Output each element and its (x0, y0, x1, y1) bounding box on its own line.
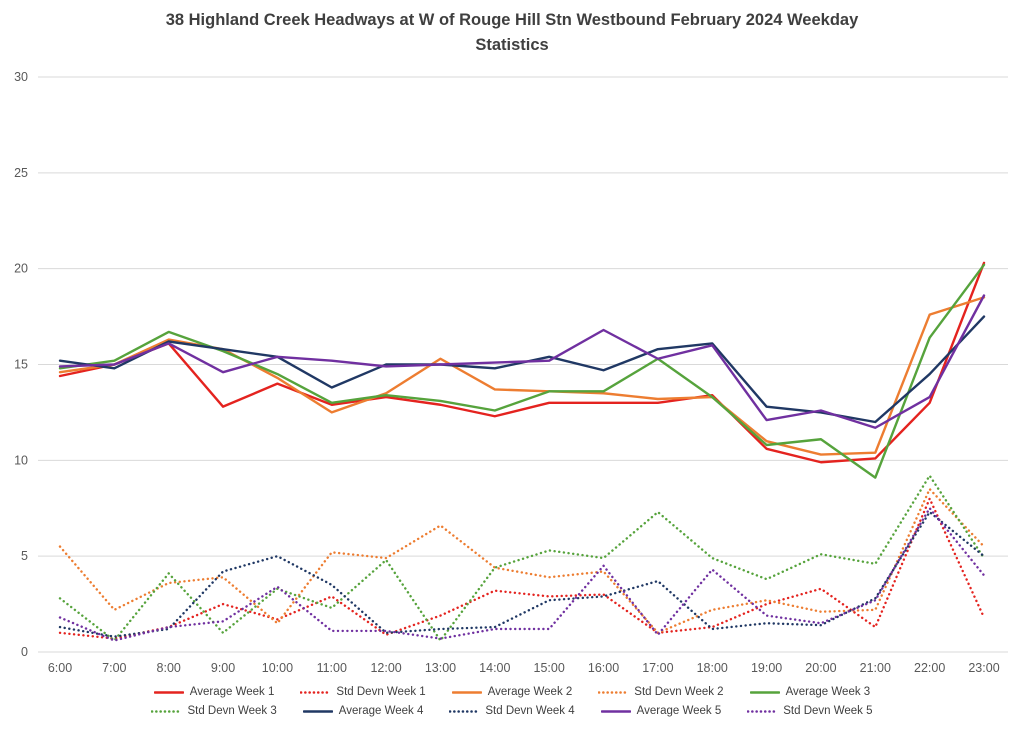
legend-line-swatch (749, 690, 780, 694)
x-axis-label: 19:00 (751, 661, 782, 675)
legend-line-swatch (451, 690, 482, 694)
legend-item: Average Week 5 (600, 705, 722, 717)
chart-title-line2: Statistics (475, 36, 549, 54)
series-line (58, 315, 986, 424)
x-axis-label: 8:00 (157, 661, 181, 675)
series-line (58, 487, 986, 635)
legend-line-swatch (600, 709, 631, 713)
legend-line-swatch (153, 690, 184, 694)
x-axis-label: 6:00 (48, 661, 72, 675)
series-line (58, 497, 986, 640)
x-axis-label: 13:00 (425, 661, 456, 675)
legend-item: Std Devn Week 5 (747, 705, 873, 717)
x-axis-label: 18:00 (697, 661, 728, 675)
legend-line-swatch (302, 709, 333, 713)
legend-line-swatch (598, 690, 629, 694)
y-axis-label: 30 (14, 70, 28, 84)
legend-line-swatch (151, 709, 182, 713)
legend-item: Average Week 3 (749, 686, 871, 698)
series-line (58, 296, 986, 456)
x-axis-label: 23:00 (968, 661, 999, 675)
legend-line-swatch (747, 709, 778, 713)
legend-label: Average Week 4 (338, 705, 424, 717)
legend-label: Average Week 3 (785, 686, 871, 698)
x-axis-label: 22:00 (914, 661, 945, 675)
legend-row-1: Average Week 1 Std Devn Week 1 Average Wee… (153, 686, 871, 698)
x-axis-label: 10:00 (262, 661, 293, 675)
x-axis-label: 16:00 (588, 661, 619, 675)
legend: Average Week 1 Std Devn Week 1 Average Wee… (0, 686, 1024, 717)
legend-label: Std Devn Week 2 (634, 686, 724, 698)
y-axis-label: 20 (14, 262, 28, 276)
x-axis-label: 20:00 (805, 661, 836, 675)
x-axis-label: 15:00 (534, 661, 565, 675)
legend-item: Std Devn Week 2 (598, 686, 724, 698)
x-axis-label: 14:00 (479, 661, 510, 675)
x-axis-label: 11:00 (317, 661, 347, 675)
series-line (58, 474, 986, 642)
legend-item: Std Devn Week 3 (151, 705, 277, 717)
legend-label: Average Week 2 (487, 686, 573, 698)
series-line (58, 261, 986, 464)
legend-line-swatch (449, 709, 480, 713)
x-axis-label: 12:00 (370, 661, 401, 675)
series-line (58, 507, 986, 642)
y-axis-label: 15 (14, 358, 28, 372)
legend-label: Average Week 1 (189, 686, 275, 698)
x-axis-label: 17:00 (642, 661, 673, 675)
x-axis-label: 21:00 (860, 661, 891, 675)
legend-item: Std Devn Week 1 (300, 686, 426, 698)
legend-label: Std Devn Week 1 (336, 686, 426, 698)
chart-title: 38 Highland Creek Headways at W of Rouge… (0, 8, 1024, 58)
series-line (58, 263, 986, 479)
y-axis-label: 10 (14, 453, 28, 467)
legend-item: Average Week 1 (153, 686, 275, 698)
chart-title-line1: 38 Highland Creek Headways at W of Rouge… (165, 11, 859, 29)
x-axis-label: 9:00 (211, 661, 235, 675)
legend-item: Average Week 2 (451, 686, 573, 698)
y-axis-label: 0 (21, 645, 28, 659)
legend-item: Std Devn Week 4 (449, 705, 575, 717)
y-axis-label: 5 (21, 549, 28, 563)
legend-line-swatch (300, 690, 331, 694)
legend-label: Std Devn Week 3 (187, 705, 277, 717)
y-axis-label: 25 (14, 166, 28, 180)
series-line (58, 510, 986, 638)
series-line (58, 294, 986, 429)
legend-item: Average Week 4 (302, 705, 424, 717)
legend-row-2: Std Devn Week 3 Average Week 4 Std Devn We… (151, 705, 873, 717)
legend-label: Average Week 5 (636, 705, 722, 717)
legend-label: Std Devn Week 4 (485, 705, 575, 717)
legend-label: Std Devn Week 5 (783, 705, 873, 717)
x-axis-label: 7:00 (102, 661, 126, 675)
